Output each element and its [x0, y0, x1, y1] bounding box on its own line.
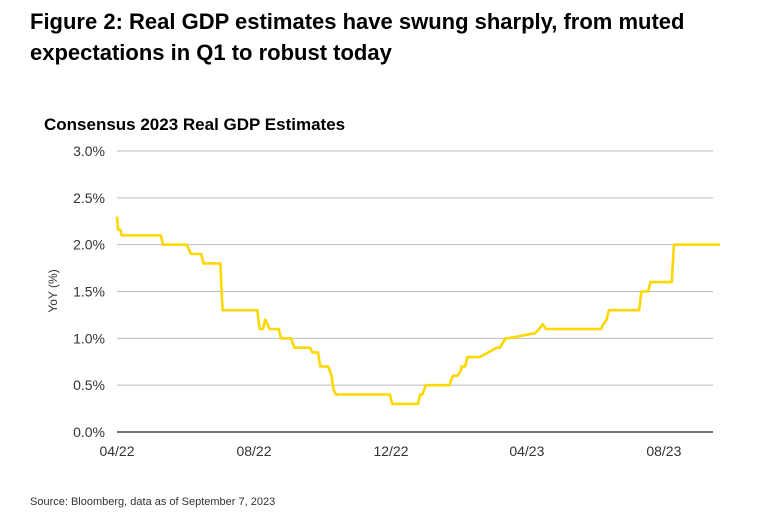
y-axis-label: YoY (%) [46, 269, 60, 312]
x-tick-label: 04/23 [509, 443, 544, 459]
x-tick-label: 04/22 [99, 443, 134, 459]
y-tick-label: 3.0% [73, 143, 105, 159]
y-tick-label: 1.0% [73, 330, 105, 346]
y-tick-label: 2.5% [73, 190, 105, 206]
x-tick-label: 08/23 [646, 443, 681, 459]
gdp-estimate-line [115, 216, 720, 406]
y-tick-label: 1.5% [73, 284, 105, 300]
y-tick-label: 0.5% [73, 377, 105, 393]
source-note: Source: Bloomberg, data as of September … [30, 496, 276, 508]
x-tick-label: 12/22 [373, 443, 408, 459]
gdp-line-chart: 0.0% 0.5% 1.0% 1.5% 2.0% 2.5% 3.0% 04/22 08/22 1… [46, 143, 720, 459]
y-tick-label: 0.0% [73, 424, 105, 440]
chart-title: Consensus 2023 Real GDP Estimates [44, 115, 346, 134]
y-tick-label: 2.0% [73, 237, 105, 253]
figure-title: Figure 2: Real GDP estimates have swung … [30, 9, 685, 65]
x-tick-label: 08/22 [236, 443, 271, 459]
